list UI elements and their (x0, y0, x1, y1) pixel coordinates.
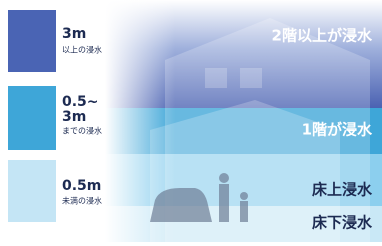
flood-diagram: 3m 以上の浸水 0.5~ 3m までの浸水 0.5m 未満の浸水 2階以上が浸… (0, 0, 382, 242)
legend-label: 0.5m (62, 178, 101, 194)
legend-label: 3m (62, 109, 86, 125)
legend-sub: 以上の浸水 (62, 45, 102, 55)
legend-sub: 未満の浸水 (62, 196, 102, 206)
legend-swatch (8, 160, 56, 222)
legend-swatch (8, 86, 56, 150)
area-label: 床上浸水 (312, 181, 373, 199)
area-label: 2階以上が浸水 (272, 27, 373, 45)
legend-swatch (8, 10, 56, 72)
legend-label: 3m (62, 26, 86, 42)
legend-label: 0.5~ (62, 94, 99, 110)
area-label: 1階が浸水 (302, 121, 373, 139)
legend-sub: までの浸水 (62, 126, 102, 136)
area-label: 床下浸水 (312, 214, 373, 232)
